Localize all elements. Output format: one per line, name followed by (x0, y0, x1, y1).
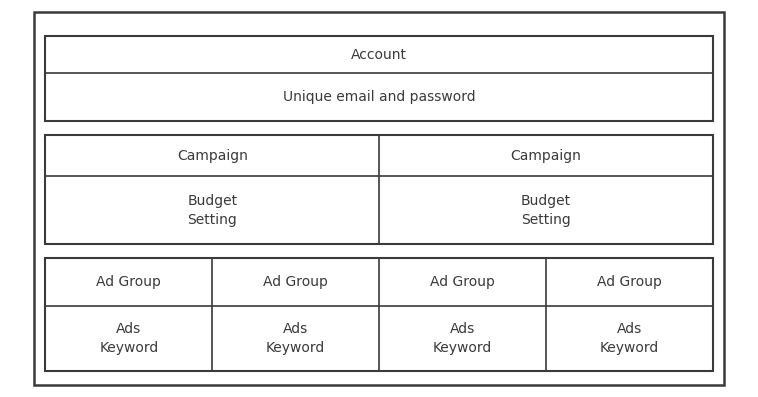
Text: Budget
Setting: Budget Setting (521, 194, 571, 227)
Text: Ads
Keyword: Ads Keyword (600, 322, 659, 355)
Bar (45, 36, 713, 121)
Text: Ads
Keyword: Ads Keyword (433, 322, 492, 355)
Text: Ad Group: Ad Group (597, 275, 662, 289)
Text: Ad Group: Ad Group (96, 275, 161, 289)
Text: Unique email and password: Unique email and password (283, 90, 475, 104)
Text: Account: Account (351, 48, 407, 62)
Text: Campaign: Campaign (510, 149, 581, 163)
Bar (45, 258, 713, 371)
Text: Ads
Keyword: Ads Keyword (266, 322, 325, 355)
Text: Budget
Setting: Budget Setting (187, 194, 237, 227)
Bar (45, 135, 713, 244)
Text: Ads
Keyword: Ads Keyword (99, 322, 158, 355)
Text: Ad Group: Ad Group (430, 275, 495, 289)
Text: Ad Group: Ad Group (263, 275, 328, 289)
Text: Campaign: Campaign (177, 149, 248, 163)
